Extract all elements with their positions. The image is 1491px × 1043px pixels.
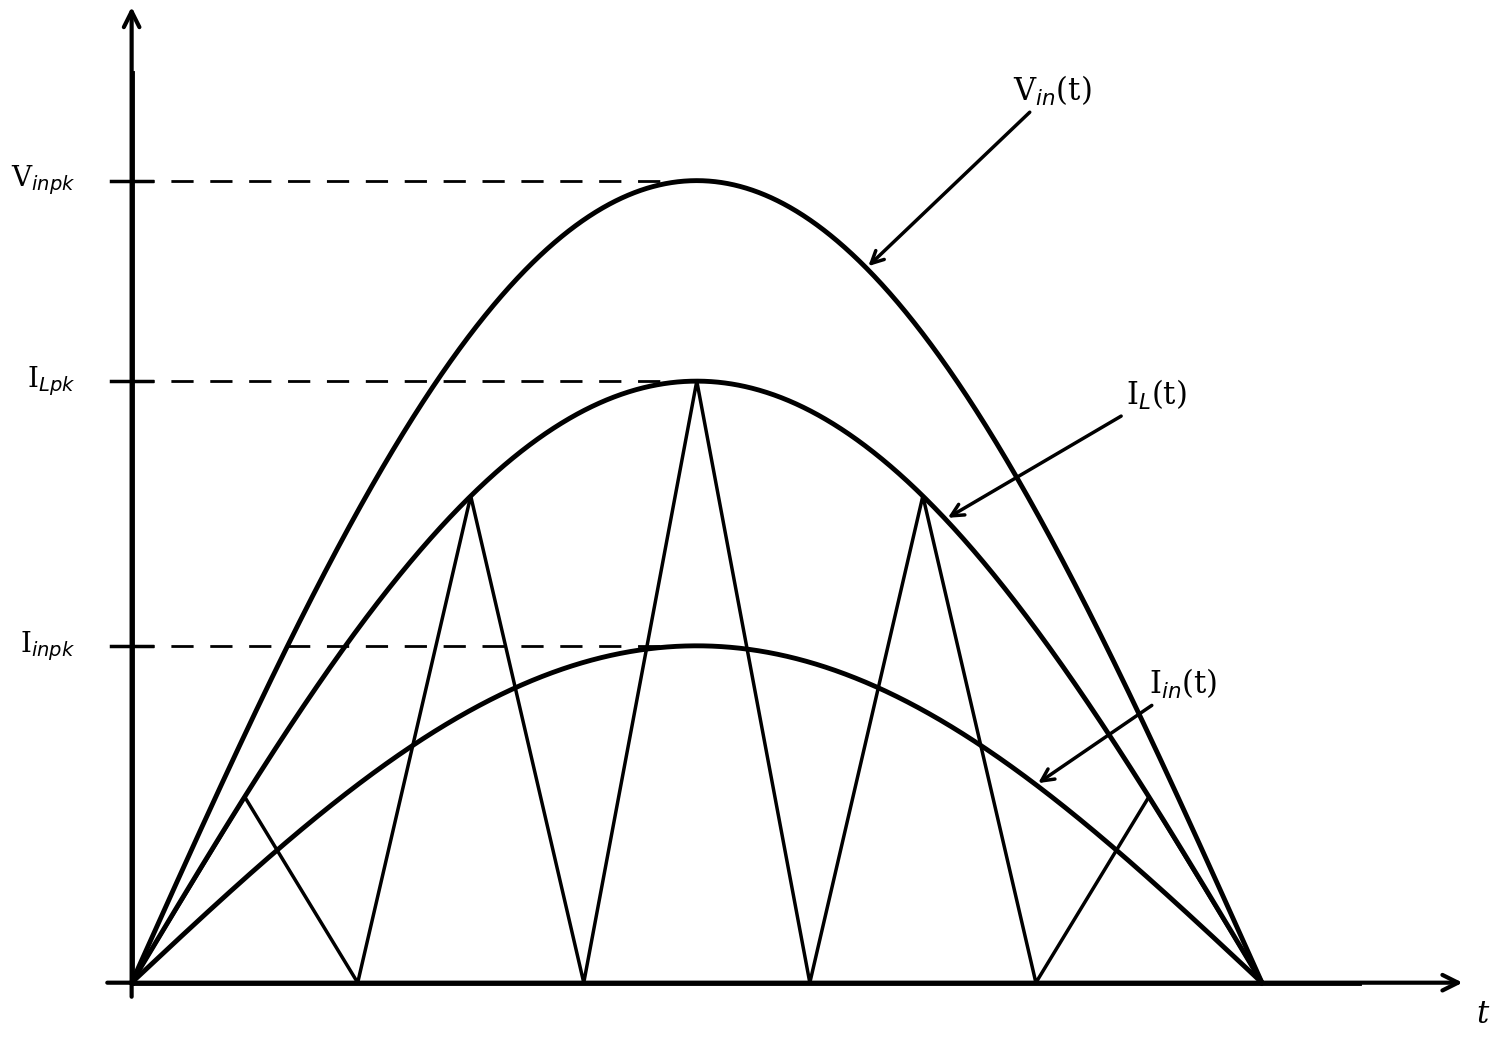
Text: t: t (1476, 999, 1490, 1030)
Text: I$_{inpk}$: I$_{inpk}$ (19, 629, 75, 662)
Text: I$_L$(t): I$_L$(t) (951, 379, 1187, 516)
Text: V$_{in}$(t): V$_{in}$(t) (871, 73, 1091, 264)
Text: V$_{inpk}$: V$_{inpk}$ (10, 164, 75, 197)
Text: I$_{Lpk}$: I$_{Lpk}$ (27, 364, 75, 398)
Text: I$_{in}$(t): I$_{in}$(t) (1041, 666, 1217, 781)
